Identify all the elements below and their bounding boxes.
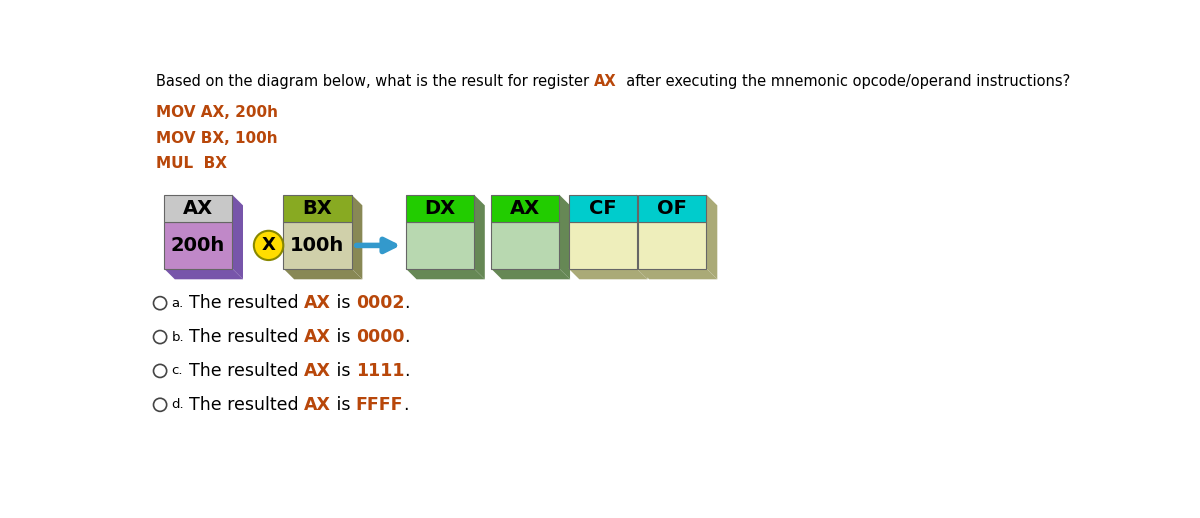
- Text: BX: BX: [302, 199, 332, 218]
- Text: is: is: [331, 294, 355, 312]
- Text: MOV AX, 200h: MOV AX, 200h: [156, 105, 278, 120]
- Bar: [491, 222, 559, 268]
- Text: AX: AX: [304, 362, 331, 380]
- Text: b.: b.: [172, 330, 185, 343]
- Bar: [164, 222, 232, 268]
- Text: The resulted: The resulted: [188, 328, 304, 346]
- Bar: [638, 195, 707, 222]
- Text: 200h: 200h: [170, 236, 226, 255]
- Polygon shape: [164, 268, 242, 279]
- Text: .: .: [404, 362, 409, 380]
- Text: FFFF: FFFF: [355, 396, 403, 414]
- Text: The resulted: The resulted: [188, 396, 304, 414]
- Bar: [283, 195, 352, 222]
- Text: a.: a.: [172, 297, 184, 310]
- Bar: [406, 222, 474, 268]
- Polygon shape: [406, 268, 485, 279]
- Text: OF: OF: [658, 199, 688, 218]
- Bar: [569, 195, 637, 222]
- Text: is: is: [331, 328, 355, 346]
- Text: after executing the mnemonic opcode/operand instructions?: after executing the mnemonic opcode/oper…: [617, 75, 1070, 90]
- Text: Based on the diagram below, what is the result for register: Based on the diagram below, what is the …: [156, 75, 594, 90]
- Text: The resulted: The resulted: [188, 362, 304, 380]
- Text: DX: DX: [425, 199, 456, 218]
- Text: AX: AX: [304, 294, 331, 312]
- Polygon shape: [637, 195, 648, 279]
- Circle shape: [154, 297, 167, 310]
- Circle shape: [154, 398, 167, 411]
- Text: CF: CF: [589, 199, 617, 218]
- Circle shape: [154, 330, 167, 343]
- Text: .: .: [403, 396, 409, 414]
- Polygon shape: [352, 195, 362, 279]
- Text: AX: AX: [304, 328, 331, 346]
- Bar: [569, 222, 637, 268]
- Circle shape: [154, 364, 167, 378]
- Text: is: is: [331, 362, 355, 380]
- Text: c.: c.: [172, 365, 184, 378]
- Polygon shape: [474, 195, 485, 279]
- Text: .: .: [404, 294, 409, 312]
- Polygon shape: [283, 268, 362, 279]
- Text: MOV BX, 100h: MOV BX, 100h: [156, 131, 278, 146]
- Text: .: .: [404, 328, 409, 346]
- Text: d.: d.: [172, 398, 185, 411]
- Bar: [638, 222, 707, 268]
- Polygon shape: [559, 195, 570, 279]
- Polygon shape: [232, 195, 242, 279]
- Text: AX: AX: [304, 396, 331, 414]
- Text: 0000: 0000: [355, 328, 404, 346]
- Text: AX: AX: [594, 75, 617, 90]
- Text: The resulted: The resulted: [188, 294, 304, 312]
- Circle shape: [254, 231, 283, 260]
- Polygon shape: [569, 268, 648, 279]
- Text: MUL  BX: MUL BX: [156, 156, 227, 171]
- Text: AX: AX: [510, 199, 540, 218]
- Text: AX: AX: [182, 199, 214, 218]
- Bar: [491, 195, 559, 222]
- Text: 100h: 100h: [290, 236, 344, 255]
- Text: is: is: [331, 396, 355, 414]
- Polygon shape: [638, 268, 718, 279]
- Bar: [406, 195, 474, 222]
- Polygon shape: [491, 268, 570, 279]
- Polygon shape: [707, 195, 718, 279]
- Text: X: X: [262, 236, 276, 254]
- Bar: [164, 195, 232, 222]
- Bar: [283, 222, 352, 268]
- Text: 0002: 0002: [355, 294, 404, 312]
- Text: 1111: 1111: [355, 362, 404, 380]
